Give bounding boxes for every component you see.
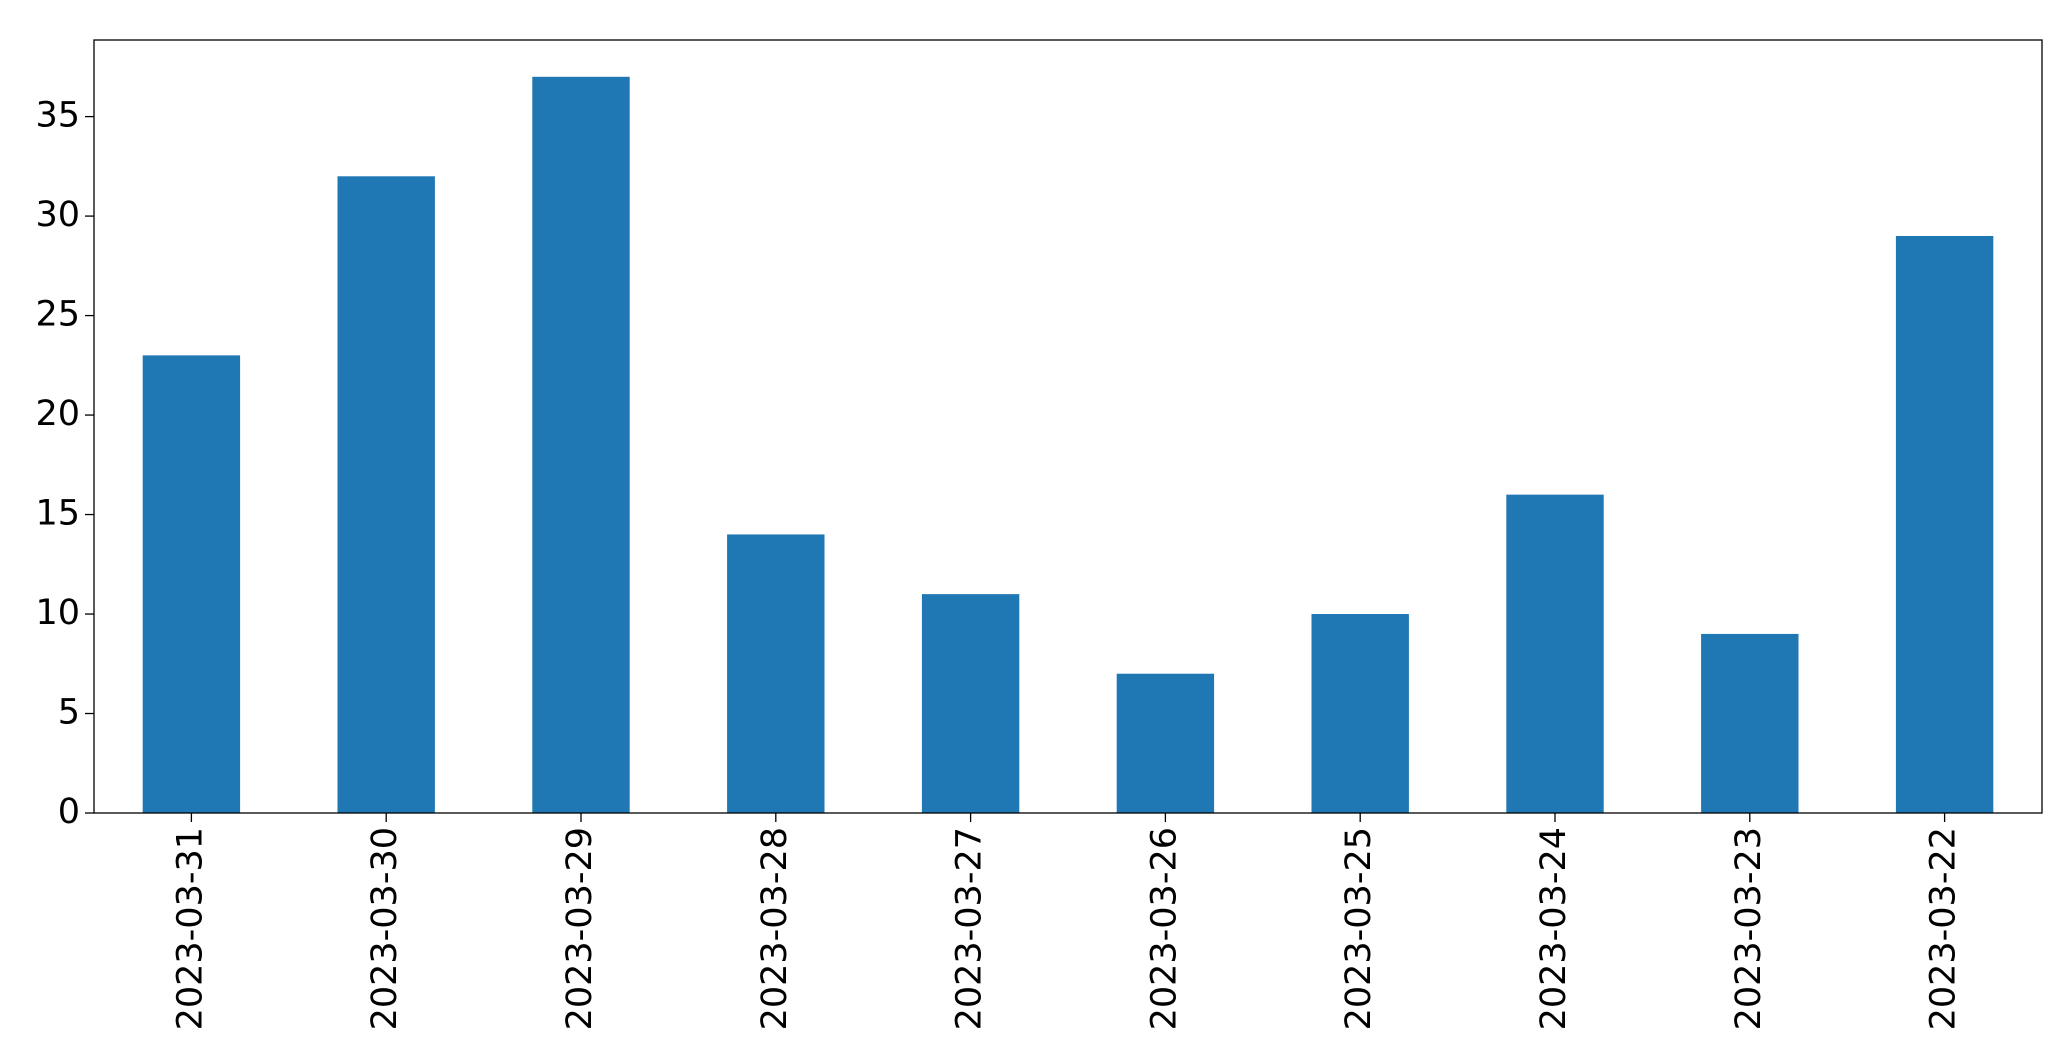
x-tick-label: 2023-03-23 [1729, 827, 1769, 1030]
y-tick-label: 5 [58, 693, 80, 733]
x-tick-label: 2023-03-25 [1339, 827, 1379, 1030]
bar [921, 594, 1020, 813]
bar [1311, 614, 1409, 813]
bar [1895, 235, 1994, 813]
bar [1701, 633, 1799, 813]
x-tick-label: 2023-03-31 [170, 827, 210, 1030]
y-tick-label: 20 [35, 394, 80, 434]
bar [1506, 494, 1604, 813]
x-tick-label: 2023-03-30 [365, 827, 405, 1030]
bar [142, 355, 241, 813]
plot-frame [93, 39, 2043, 814]
y-tick-label: 15 [35, 494, 80, 534]
bar [532, 76, 630, 814]
y-tick-label: 25 [35, 295, 80, 335]
y-tick-label: 35 [35, 96, 80, 136]
x-tick-label: 2023-03-22 [1924, 827, 1964, 1030]
x-tick-label: 2023-03-27 [950, 827, 990, 1030]
y-tick-label: 30 [35, 195, 80, 235]
x-tick-label: 2023-03-24 [1534, 827, 1574, 1030]
y-tick-label: 0 [58, 792, 80, 832]
bar [1116, 673, 1215, 813]
x-tick-label: 2023-03-26 [1144, 827, 1184, 1030]
y-tick-label: 10 [35, 593, 80, 633]
x-tick-label: 2023-03-29 [560, 827, 600, 1030]
x-tick-label: 2023-03-28 [755, 827, 795, 1030]
bar [337, 176, 435, 813]
bar [727, 534, 825, 813]
